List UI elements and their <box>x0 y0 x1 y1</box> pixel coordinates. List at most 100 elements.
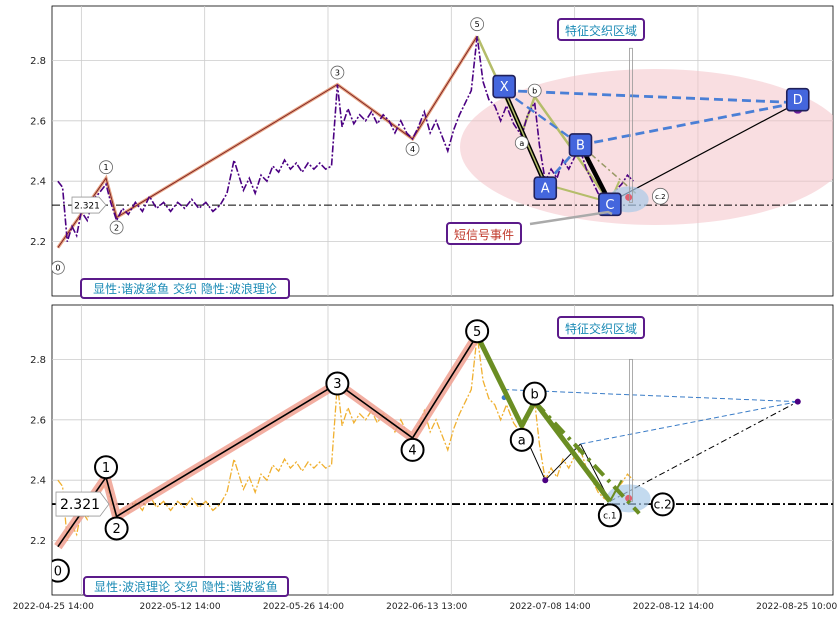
top-zone-label: 特征交织区域 <box>565 23 637 38</box>
bottom-x-tick-label: 2022-08-12 14:00 <box>633 602 714 612</box>
bottom-D-marker <box>794 398 801 405</box>
top-wave-point-0-label: 0 <box>55 264 60 273</box>
bottom-x-tick-label: 2022-07-08 14:00 <box>509 602 590 612</box>
bottom-wave-point-4-circle <box>400 437 425 462</box>
bottom-harmonic-BD <box>580 401 798 445</box>
top-y-tick-label: 2.4 <box>30 177 46 188</box>
top-wave-line <box>57 35 478 248</box>
top-point-labels: 0 1 2 3 4 5 a b c.2 X A B C D <box>52 17 810 275</box>
top-vertical-marker <box>629 47 633 203</box>
top-wave-point-c2-circle <box>651 187 669 205</box>
top-y-tick-label: 2.8 <box>30 56 46 67</box>
bottom-legend-text: 显性:波浪理论 交织 隐性:谐波鲨鱼 <box>94 579 278 594</box>
top-wave-point-4-label: 4 <box>410 145 415 154</box>
top-price-line <box>57 36 634 242</box>
bottom-wave-point-3-label: 3 <box>333 377 341 392</box>
top-wave-point-0-circle <box>52 260 65 275</box>
bottom-correction-up <box>608 479 623 502</box>
top-support-value: 2.321 <box>74 202 100 212</box>
top-short-signal-arrow <box>529 210 613 226</box>
bottom-annotations: 2.321 显性:波浪理论 交织 隐性:谐波鲨鱼 特征交织区域 <box>55 316 645 597</box>
bottom-price-line <box>57 335 634 541</box>
top-wave-point-c2-label: c.2 <box>655 193 666 201</box>
bottom-A-marker <box>542 477 549 484</box>
bottom-x-ticks: 2022-04-25 14:00 2022-05-12 14:00 2022-05-… <box>13 602 838 612</box>
bottom-x-tick-label: 2022-05-26 14:00 <box>263 602 344 612</box>
top-y-tick-label: 2.6 <box>30 116 46 127</box>
bottom-x-tick-label: 2022-06-13 13:00 <box>386 602 467 612</box>
top-zone-label-box <box>557 18 645 41</box>
bot-y-tick-label: 2.2 <box>30 536 46 547</box>
top-wave-point-4-circle <box>405 142 420 156</box>
bottom-wave-point-2-label: 2 <box>112 522 120 537</box>
top-harmonic-point-C-label: C <box>605 198 614 213</box>
top-harmonic-point-B-box <box>568 133 593 157</box>
top-harmonic-point-X-label: X <box>500 80 509 95</box>
bottom-harmonic-AB <box>544 443 581 481</box>
top-c-dot <box>625 193 633 201</box>
top-harmonic-CD <box>609 102 799 203</box>
bottom-vertical-marker <box>629 358 633 502</box>
bottom-correction-dash <box>533 400 641 515</box>
bottom-c-dot <box>625 494 633 502</box>
top-harmonic-point-A-label: A <box>541 182 550 197</box>
bottom-panel: 2.8 2.6 2.4 2.2 0 1 2 3 4 5 a b c.1 c.2 2.321 显性:波浪理论… <box>13 304 838 612</box>
bottom-wave-point-c2-label: c.2 <box>654 498 672 512</box>
bottom-wave-point-a-label: a <box>518 434 526 449</box>
bottom-wave-point-b-circle <box>522 381 547 406</box>
bottom-wave-point-2-circle <box>104 516 129 541</box>
bottom-wave-point-5-circle <box>465 319 490 344</box>
top-harmonic-point-D-label: D <box>793 93 803 108</box>
bottom-wave-point-1-label: 1 <box>102 461 110 476</box>
top-wave-point-1-label: 1 <box>103 163 108 172</box>
top-wave-point-2-circle <box>109 220 124 235</box>
top-y-ticks: 2.8 2.6 2.4 2.2 <box>30 56 46 248</box>
top-panel: 2.8 2.6 2.4 2.2 0 1 2 3 4 5 a b c.2 X A B C D 2.321 显性:谐波… <box>30 5 834 299</box>
top-legend-box <box>80 278 290 299</box>
top-wave-point-b-circle <box>527 83 542 98</box>
bottom-wave-point-3-circle <box>325 371 350 396</box>
bottom-wave-point-5-label: 5 <box>473 325 481 340</box>
top-wave-point-a-label: a <box>519 139 524 148</box>
bottom-wave-point-c1-label: c.1 <box>603 512 617 522</box>
bottom-zone-label: 特征交织区域 <box>565 321 637 336</box>
top-harmonic-point-A-box <box>533 176 558 201</box>
top-harmonic-point-X-box <box>492 74 516 99</box>
top-wave-point-1-circle <box>99 160 113 175</box>
bottom-wave-point-b-label: b <box>531 387 539 402</box>
bottom-x-tick-label: 2022-04-25 14:00 <box>13 602 94 612</box>
bottom-wave-path <box>54 332 641 550</box>
bottom-point-labels: 0 1 2 3 4 5 a b c.1 c.2 <box>52 319 675 583</box>
bottom-wave-point-a-circle <box>509 427 534 452</box>
top-harmonic-BD <box>580 101 799 147</box>
top-wave-point-a-circle <box>514 135 529 150</box>
bottom-zone-label-box <box>557 316 645 339</box>
bottom-support-tag <box>55 491 110 517</box>
bottom-wave-point-4-label: 4 <box>408 444 416 459</box>
bottom-legend-box <box>83 576 289 597</box>
bot-y-tick-label: 2.4 <box>30 476 46 487</box>
top-legend-text: 显性:谐波鲨鱼 交织 隐性:波浪理论 <box>93 281 277 296</box>
top-short-signal-box <box>446 222 522 245</box>
bottom-y-ticks: 2.8 2.6 2.4 2.2 <box>30 355 46 547</box>
top-harmonic-point-C-box <box>598 192 622 217</box>
bottom-wave-point-0-circle <box>52 558 70 583</box>
bottom-x-tick-label: 2022-05-12 14:00 <box>140 602 221 612</box>
top-wave-point-5-circle <box>470 17 485 32</box>
top-harmonic-XD <box>504 89 798 105</box>
bottom-wave-point-0-label: 0 <box>54 564 62 579</box>
top-wave-point-3-label: 3 <box>335 68 340 77</box>
bottom-wave-line <box>57 334 478 548</box>
bottom-wave-point-c2-circle <box>650 492 675 517</box>
top-harmonic-point-D-box <box>785 87 810 112</box>
bottom-correction-line <box>474 334 612 503</box>
top-wave-point-b-label: b <box>532 87 537 96</box>
bottom-harmonic-CD <box>609 401 799 502</box>
top-harmonic-point-B-label: B <box>576 138 585 153</box>
top-short-signal-label: 短信号事件 <box>454 228 514 242</box>
bottom-support-value: 2.321 <box>60 497 100 513</box>
bottom-x-tick-label: 2022-08-25 10:00 <box>756 602 837 612</box>
